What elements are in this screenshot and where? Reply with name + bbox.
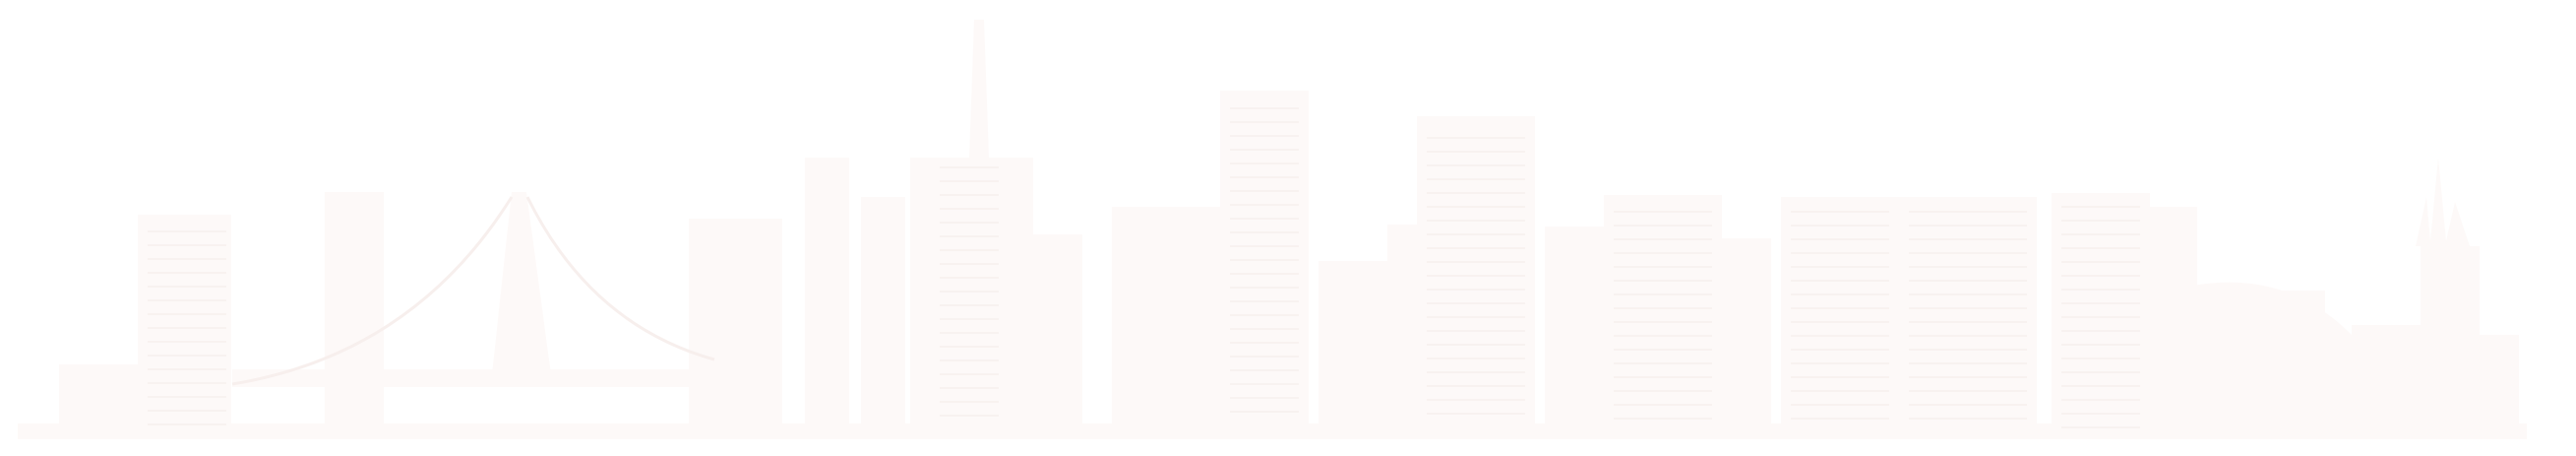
building-mid-block-1 [689,219,782,433]
bridge-pylon [492,192,551,374]
building-block-7 [1604,195,1722,433]
bridge-cables [231,196,715,386]
building-right-edge [2480,335,2519,433]
bridge-deck [232,369,714,387]
building-tall-block [1112,207,1220,433]
building-slab [1220,91,1309,433]
building-block-8 [1722,238,1771,433]
building-block-6 [1545,227,1604,433]
building-block-10 [1899,197,2037,433]
bridge-tower-block [325,192,384,433]
building-block-11 [2052,193,2150,433]
church-spires [2416,158,2470,246]
building-right-short [2352,325,2421,433]
building-mid-5 [1387,225,1417,433]
building-mid-tower-3 [861,197,905,433]
building-mid-4 [1319,261,1397,433]
building-mid-tower-2 [805,158,849,433]
building-left-tower [138,215,231,433]
building-left-low [59,364,138,433]
spire-tower [910,20,1033,433]
building-block-9 [1781,197,1899,433]
building-rounded-top [1417,116,1535,433]
dome-building [2155,282,2352,433]
building-right-church [2421,246,2480,433]
